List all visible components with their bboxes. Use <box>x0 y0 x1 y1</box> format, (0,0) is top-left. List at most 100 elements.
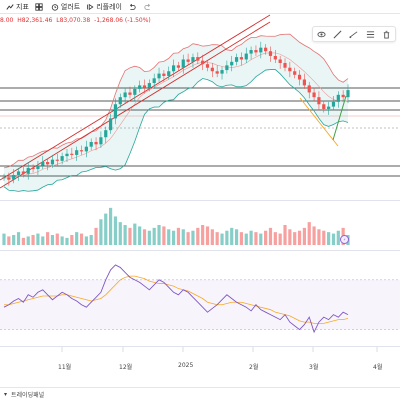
volume-bar <box>113 216 118 245</box>
volume-bar <box>133 223 137 245</box>
volume-bar <box>147 230 151 245</box>
indicators-button[interactable]: 지표 <box>6 2 29 12</box>
candle-body <box>7 177 11 180</box>
candle-body <box>16 171 21 175</box>
candle-body <box>239 57 244 60</box>
expand-icon[interactable]: ▾ <box>4 391 8 398</box>
replay-label: 리플레이 <box>96 2 122 11</box>
candle-body <box>273 55 277 60</box>
candle-body <box>104 130 108 138</box>
volume-bar <box>181 229 185 245</box>
volume-bar <box>89 235 93 245</box>
volume-bar <box>186 232 190 245</box>
volume-bar <box>244 233 248 245</box>
redo-button[interactable] <box>144 3 154 11</box>
volume-bar <box>225 230 229 245</box>
volume-bar <box>79 233 84 245</box>
candle-body <box>84 146 88 152</box>
volume-bar <box>99 219 103 245</box>
volume-bar <box>288 229 292 245</box>
x-axis-label: 2025 <box>178 362 194 369</box>
candle-body <box>254 50 258 53</box>
drawing-toolbar <box>312 26 396 42</box>
redo-icon <box>144 3 150 10</box>
volume-bar <box>70 235 74 245</box>
volume-bar <box>249 230 253 245</box>
volume-bar <box>7 236 11 245</box>
volume-bar <box>104 213 108 245</box>
candle-body <box>147 83 151 88</box>
candle-body <box>341 94 345 98</box>
replay-button[interactable]: 리플레이 <box>86 2 122 12</box>
indicator-icon <box>6 3 14 10</box>
volume-bar <box>36 233 40 245</box>
candle-body <box>50 159 55 165</box>
volume-bar <box>239 232 244 245</box>
candle-body <box>26 167 30 174</box>
volume-bar <box>167 229 171 245</box>
alert-button[interactable]: 얼러트 <box>51 2 80 12</box>
bottom-panel-bar: ▾ 트레이딩패널 <box>0 387 400 401</box>
trash-icon[interactable] <box>382 30 391 39</box>
candle-body <box>113 104 118 119</box>
candle-body <box>2 177 6 179</box>
volume-bar <box>41 236 45 245</box>
volume-bar <box>31 235 35 245</box>
candle-body <box>283 63 287 68</box>
pane-separator[interactable] <box>0 346 400 347</box>
volume-bar <box>205 226 210 245</box>
volume-bar <box>60 236 64 245</box>
candle-body <box>331 101 336 107</box>
volume-bar <box>336 230 340 245</box>
eye-icon[interactable] <box>317 30 326 39</box>
candle-body <box>215 71 219 74</box>
volume-bar <box>16 232 21 245</box>
volume-bar <box>215 232 219 245</box>
volume-indicator-icon[interactable]: ⚡ <box>340 235 349 244</box>
ohlc-high: H82,361.46 <box>17 17 53 24</box>
candle-body <box>142 85 147 88</box>
pane-separator[interactable] <box>0 200 400 201</box>
trendline-icon[interactable] <box>333 30 342 39</box>
volume-bar <box>283 225 287 245</box>
price-chart[interactable] <box>0 0 400 362</box>
candle-body <box>75 150 79 155</box>
volume-bar <box>191 230 195 245</box>
x-axis-label: 3월 <box>309 364 319 371</box>
candle-body <box>41 162 45 166</box>
candle-body <box>297 74 302 80</box>
candle-body <box>249 50 253 54</box>
undo-button[interactable] <box>128 3 138 11</box>
alert-label: 얼러트 <box>60 2 81 11</box>
candle-body <box>312 92 316 98</box>
fib-icon[interactable] <box>366 30 375 39</box>
volume-bar <box>312 226 316 245</box>
candle-body <box>60 156 64 161</box>
candle-body <box>171 65 176 72</box>
volume-bar <box>327 232 331 245</box>
trend-channel-lower <box>0 21 271 189</box>
candle-body <box>317 97 321 105</box>
ray-icon[interactable] <box>349 30 358 39</box>
candle-body <box>234 57 239 62</box>
layout-icon <box>35 2 43 11</box>
candle-body <box>322 104 326 109</box>
volume-bar <box>322 230 326 245</box>
candle-body <box>205 64 210 68</box>
pane-separator[interactable] <box>0 250 400 251</box>
candle-body <box>162 73 166 76</box>
candle-body <box>89 141 93 147</box>
trading-panel-tab[interactable]: 트레이딩패널 <box>11 392 45 399</box>
volume-bar <box>254 232 258 245</box>
candle-body <box>118 97 122 105</box>
candle-body <box>99 137 103 145</box>
layout-button[interactable] <box>35 2 45 11</box>
volume-bar <box>210 229 214 245</box>
x-axis-label: 4월 <box>373 364 383 371</box>
candle-body <box>288 67 292 72</box>
bollinger-fill <box>4 34 348 192</box>
candle-body <box>157 73 161 79</box>
volume-bar <box>84 236 88 245</box>
volume-bar <box>171 230 176 245</box>
volume-bar <box>302 227 306 245</box>
